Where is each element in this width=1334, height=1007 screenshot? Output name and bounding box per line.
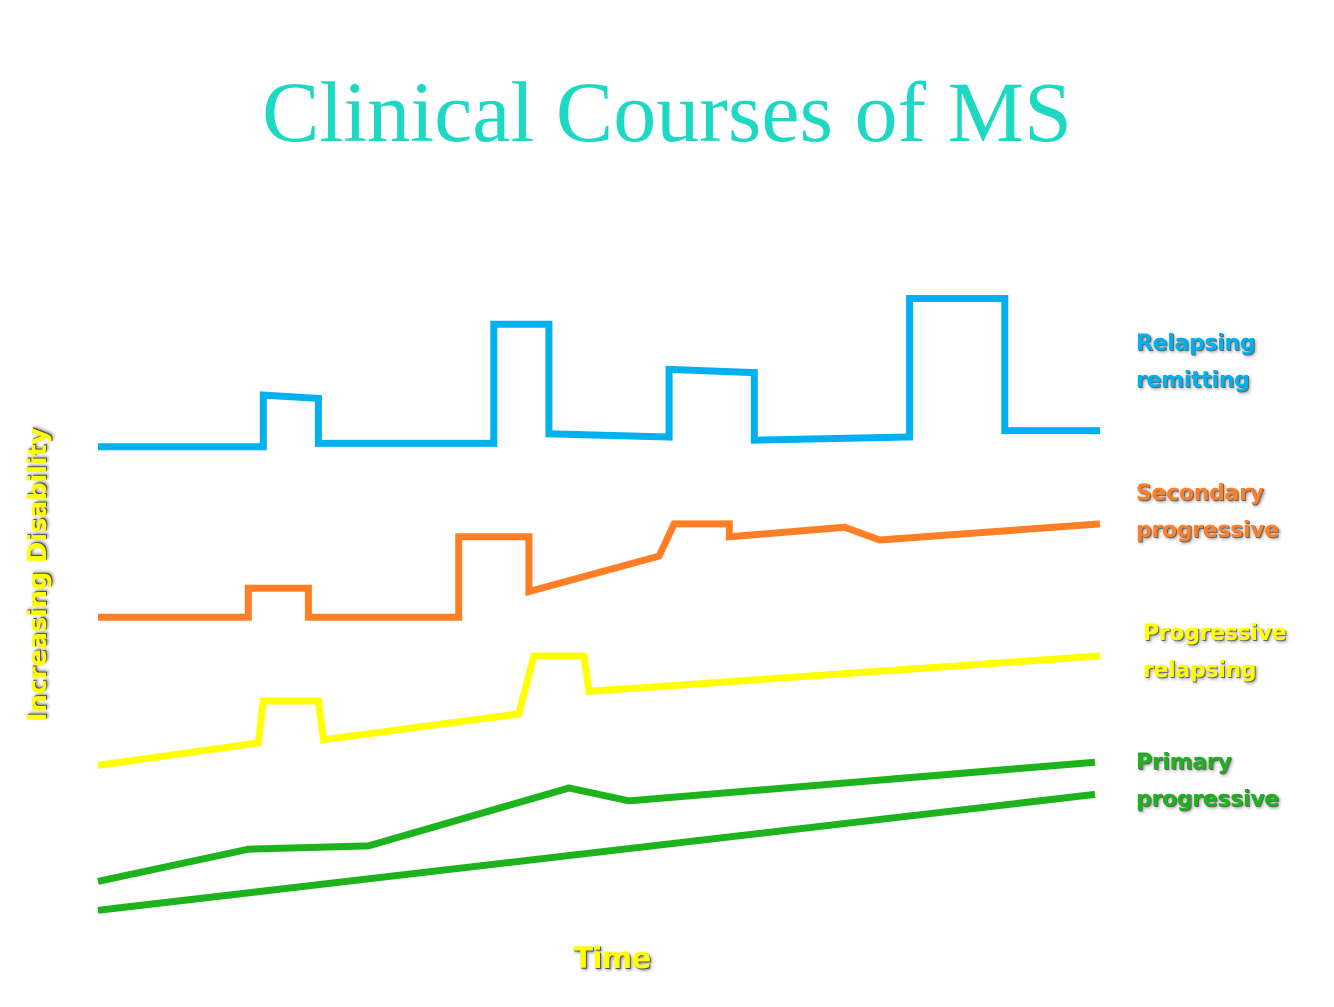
- series-label-line-1: Progressive: [1143, 621, 1287, 646]
- series-label-line-1: Relapsing: [1136, 331, 1256, 356]
- series-line-baseline-4: [97, 790, 1096, 914]
- series-label-line-2: progressive: [1136, 787, 1279, 812]
- series-label-line-1: Secondary: [1136, 481, 1264, 506]
- series-label-secondary-progressive: Secondary progressive: [1136, 475, 1279, 549]
- series-label-line-2: remitting: [1136, 368, 1250, 393]
- series-line-primary-progressive: [97, 758, 1096, 885]
- x-axis-label: Time: [573, 941, 651, 975]
- series-label-progressive-relapsing: Progressive relapsing: [1143, 615, 1287, 689]
- series-label-line-1: Primary: [1136, 750, 1232, 775]
- y-axis-label-part-2: Disability: [23, 427, 53, 564]
- chart-title: Clinical Courses of MS: [262, 64, 1072, 160]
- y-axis-label: Increasing Disability: [23, 428, 53, 722]
- series-line-progressive-relapsing: [97, 652, 1101, 769]
- series-line-secondary-progressive: [98, 520, 1101, 621]
- series-line-relapsing-remitting: [98, 295, 1100, 451]
- series-label-line-2: relapsing: [1143, 658, 1257, 683]
- series-label-relapsing-remitting: Relapsing remitting: [1136, 325, 1256, 399]
- series-label-primary-progressive: Primary progressive: [1136, 744, 1279, 818]
- y-axis-label-part-1: Increasing: [23, 563, 53, 723]
- series-label-line-2: progressive: [1136, 518, 1279, 543]
